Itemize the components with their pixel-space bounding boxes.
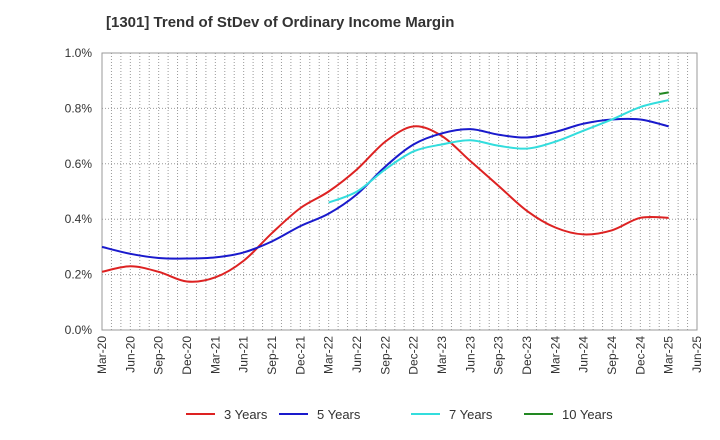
series-line-10-years bbox=[659, 91, 669, 95]
series-line-5-years bbox=[101, 117, 669, 260]
x-tick-label: Sep-20 bbox=[152, 336, 166, 375]
x-tick-label: Sep-22 bbox=[378, 336, 392, 375]
x-tick-label: Mar-25 bbox=[662, 336, 676, 374]
y-tick-label: 0.4% bbox=[65, 212, 93, 226]
x-tick-label: Sep-21 bbox=[265, 336, 279, 375]
legend-label-3-years: 3 Years bbox=[224, 407, 268, 422]
x-tick-label: Mar-21 bbox=[208, 336, 222, 374]
x-tick-label: Sep-24 bbox=[605, 336, 619, 375]
legend-label-10-years: 10 Years bbox=[562, 407, 613, 422]
x-tick-label: Dec-22 bbox=[407, 336, 421, 375]
x-tick-label: Jun-22 bbox=[350, 336, 364, 373]
x-tick-label: Jun-25 bbox=[690, 336, 704, 373]
x-tick-label: Dec-23 bbox=[520, 336, 534, 375]
plot-area bbox=[102, 53, 697, 330]
x-tick-label: Mar-24 bbox=[548, 336, 562, 374]
y-tick-label: 0.0% bbox=[65, 323, 93, 337]
legend-label-5-years: 5 Years bbox=[317, 407, 361, 422]
x-tick-label: Sep-23 bbox=[492, 336, 506, 375]
x-tick-label: Dec-21 bbox=[293, 336, 307, 375]
y-tick-label: 0.8% bbox=[65, 101, 93, 115]
x-tick-label: Mar-22 bbox=[322, 336, 336, 374]
x-tick-label: Jun-23 bbox=[463, 336, 477, 373]
legend-label-7-years: 7 Years bbox=[449, 407, 493, 422]
x-tick-label: Jun-20 bbox=[123, 336, 137, 373]
series-line-3-years bbox=[101, 125, 669, 283]
x-tick-label: Jun-24 bbox=[577, 336, 591, 373]
y-tick-label: 0.2% bbox=[65, 268, 93, 282]
y-tick-label: 0.6% bbox=[65, 157, 93, 171]
series-line-7-years bbox=[328, 99, 669, 204]
x-tick-label: Mar-23 bbox=[435, 336, 449, 374]
plot-border bbox=[101, 52, 698, 331]
y-tick-label: 1.0% bbox=[65, 46, 93, 60]
chart-title: [1301] Trend of StDev of Ordinary Income… bbox=[106, 14, 455, 31]
x-tick-label: Jun-21 bbox=[237, 336, 251, 373]
x-tick-label: Mar-20 bbox=[95, 336, 109, 374]
x-tick-label: Dec-20 bbox=[180, 336, 194, 375]
x-tick-label: Dec-24 bbox=[633, 336, 647, 375]
